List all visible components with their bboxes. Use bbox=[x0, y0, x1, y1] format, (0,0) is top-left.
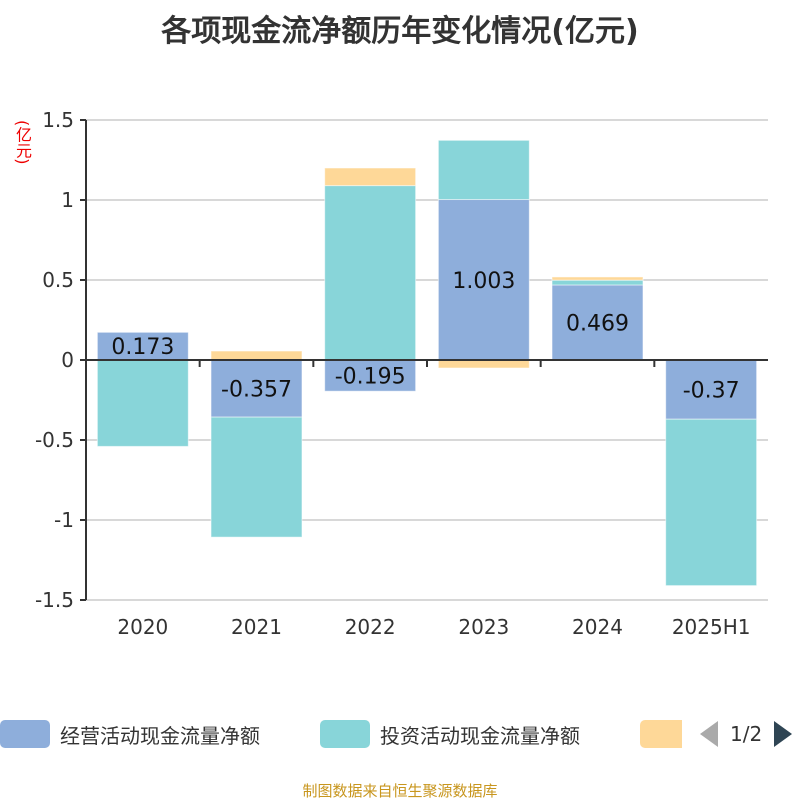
x-tick-label: 2023 bbox=[458, 615, 509, 639]
y-tick-label: -0.5 bbox=[35, 428, 74, 452]
data-label: 1.003 bbox=[452, 269, 515, 294]
bar-segment bbox=[324, 185, 417, 361]
data-label: -0.357 bbox=[221, 378, 292, 403]
next-page-icon[interactable] bbox=[774, 721, 793, 747]
x-tick-label: 2025H1 bbox=[672, 615, 751, 639]
legend-item-investing[interactable]: 投资活动现金流量净额 bbox=[320, 720, 580, 749]
legend-swatch bbox=[0, 720, 50, 748]
x-tick-label: 2024 bbox=[572, 615, 623, 639]
data-label: -0.37 bbox=[683, 379, 740, 404]
y-tick-label: -1 bbox=[54, 508, 74, 532]
legend-label: 经营活动现金流量净额 bbox=[60, 723, 260, 748]
plot-area: 1.5 1 0.5 0 -0.5 -1 -1.5 0.173 2020 -0.357 2021 -0.… bbox=[35, 108, 768, 639]
bar-segment bbox=[437, 199, 530, 361]
legend-swatch bbox=[320, 720, 370, 748]
bar-segment bbox=[210, 350, 303, 361]
legend-item-operating[interactable]: 经营活动现金流量净额 bbox=[0, 720, 260, 749]
data-label: -0.195 bbox=[335, 365, 406, 390]
data-label: 0.173 bbox=[111, 335, 174, 360]
y-tick-label: 1 bbox=[61, 188, 74, 212]
chart-title: 各项现金流净额历年变化情况(亿元) bbox=[161, 14, 639, 49]
legend-page-indicator: 1/2 bbox=[730, 722, 763, 746]
legend-pager: 1/2 bbox=[700, 721, 793, 747]
legend-label: 投资活动现金流量净额 bbox=[380, 723, 580, 748]
prev-page-icon[interactable] bbox=[700, 721, 718, 747]
bar-segment bbox=[551, 276, 644, 281]
y-axis-label: (亿元) bbox=[13, 120, 32, 165]
bar-segment bbox=[210, 416, 303, 538]
bar-segment bbox=[324, 359, 417, 392]
bar-segment bbox=[437, 139, 530, 201]
bar-segment bbox=[96, 359, 189, 447]
y-tick-label: 1.5 bbox=[42, 108, 74, 132]
bar-segment bbox=[324, 167, 417, 187]
legend-swatch bbox=[640, 720, 682, 748]
legend-item-financing[interactable] bbox=[640, 720, 692, 748]
bar-segment bbox=[665, 359, 758, 420]
bar-segment bbox=[665, 418, 758, 587]
y-tick-label: -1.5 bbox=[35, 588, 74, 612]
x-tick-label: 2022 bbox=[345, 615, 396, 639]
x-tick-label: 2021 bbox=[231, 615, 282, 639]
bar-segment bbox=[551, 279, 644, 286]
x-tick-label: 2020 bbox=[117, 615, 168, 639]
data-label: 0.469 bbox=[566, 311, 629, 336]
bar-segment bbox=[551, 284, 644, 361]
bar-segment bbox=[437, 359, 530, 369]
y-tick-label: 0.5 bbox=[42, 268, 74, 292]
source-footer: 制图数据来自恒生聚源数据库 bbox=[302, 782, 498, 800]
y-tick-label: 0 bbox=[61, 348, 74, 372]
